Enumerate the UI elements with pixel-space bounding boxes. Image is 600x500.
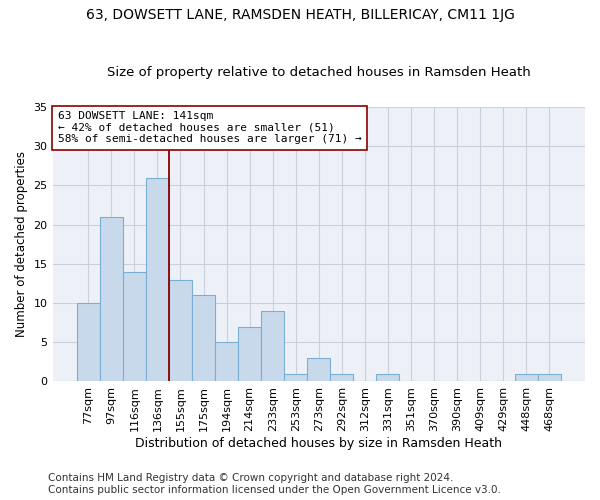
Bar	[330, 374, 353, 382]
Bar	[376, 374, 400, 382]
Bar	[261, 311, 284, 382]
Bar	[192, 295, 215, 382]
X-axis label: Distribution of detached houses by size in Ramsden Heath: Distribution of detached houses by size …	[135, 437, 502, 450]
Bar	[515, 374, 538, 382]
Bar	[538, 374, 561, 382]
Bar	[169, 280, 192, 382]
Y-axis label: Number of detached properties: Number of detached properties	[15, 152, 28, 338]
Text: 63 DOWSETT LANE: 141sqm
← 42% of detached houses are smaller (51)
58% of semi-de: 63 DOWSETT LANE: 141sqm ← 42% of detache…	[58, 111, 362, 144]
Bar	[146, 178, 169, 382]
Bar	[307, 358, 330, 382]
Bar	[100, 217, 123, 382]
Bar	[215, 342, 238, 382]
Bar	[123, 272, 146, 382]
Bar	[284, 374, 307, 382]
Bar	[77, 303, 100, 382]
Text: 63, DOWSETT LANE, RAMSDEN HEATH, BILLERICAY, CM11 1JG: 63, DOWSETT LANE, RAMSDEN HEATH, BILLERI…	[86, 8, 514, 22]
Title: Size of property relative to detached houses in Ramsden Heath: Size of property relative to detached ho…	[107, 66, 530, 80]
Text: Contains HM Land Registry data © Crown copyright and database right 2024.
Contai: Contains HM Land Registry data © Crown c…	[48, 474, 501, 495]
Bar	[238, 326, 261, 382]
